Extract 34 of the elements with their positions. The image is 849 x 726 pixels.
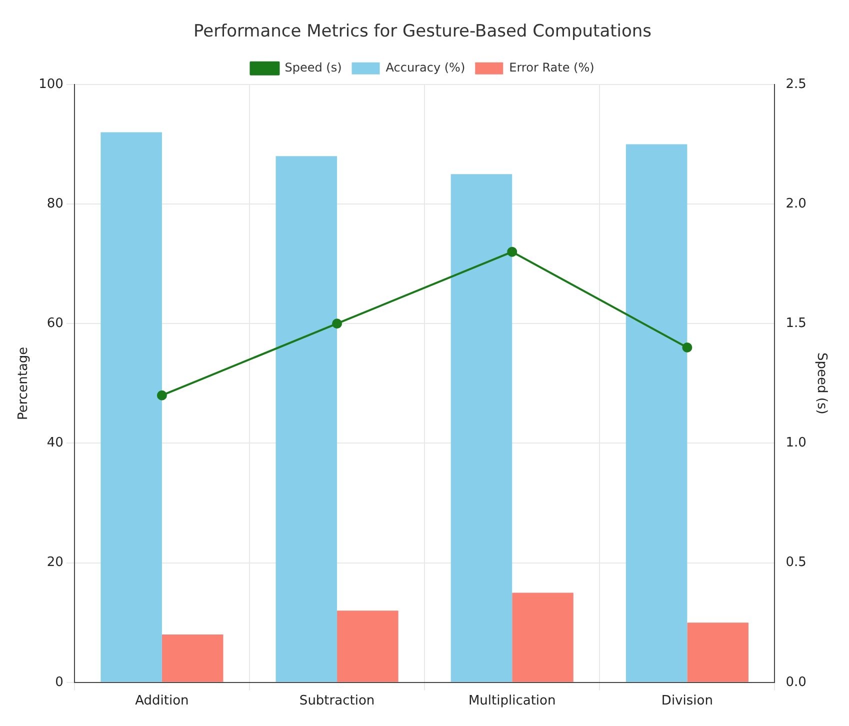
x-tick-label: Multiplication — [468, 694, 556, 709]
y-tick-label: 0 — [55, 674, 64, 690]
y2-tick-label: 0.0 — [786, 674, 806, 690]
y-tick-label: 100 — [38, 76, 64, 92]
y2-tick-label: 1.0 — [786, 436, 806, 451]
y2-axis-title: Speed (s) — [814, 352, 829, 414]
legend-label: Accuracy (%) — [386, 60, 466, 75]
chart-title: Performance Metrics for Gesture-Based Computations — [193, 22, 652, 42]
y2-tick-label: 0.5 — [786, 555, 806, 570]
y-tick-label: 40 — [46, 436, 64, 451]
x-tick-label: Division — [661, 694, 713, 709]
point — [507, 246, 518, 257]
y-axis-title: Percentage — [16, 346, 32, 420]
point — [332, 318, 342, 329]
bar — [512, 592, 574, 682]
bar — [276, 156, 338, 682]
bar — [626, 144, 688, 682]
y2-tick-label: 2.0 — [786, 196, 806, 212]
x-tick-label: Subtraction — [299, 694, 375, 709]
bar — [337, 610, 398, 682]
bar — [450, 174, 512, 682]
bar — [687, 622, 748, 682]
point — [682, 342, 692, 353]
y-tick-label: 60 — [46, 316, 64, 331]
legend-label: Error Rate (%) — [509, 60, 594, 75]
bar — [162, 634, 224, 682]
point — [156, 390, 167, 400]
y-tick-label: 20 — [46, 555, 64, 570]
y-tick-label: 80 — [46, 196, 64, 212]
y2-tick-label: 2.5 — [786, 76, 806, 92]
legend-label: Speed (s) — [284, 60, 342, 75]
bar — [100, 132, 162, 682]
y2-tick-label: 1.5 — [786, 316, 806, 331]
x-tick-label: Addition — [135, 694, 189, 709]
